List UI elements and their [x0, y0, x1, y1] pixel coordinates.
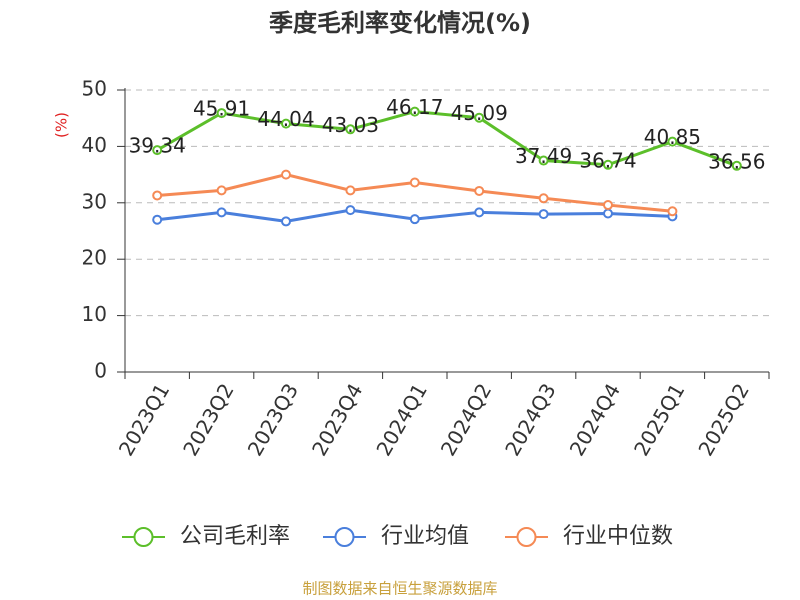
x-tick-label: 2023Q3: [243, 379, 303, 460]
data-label: 36.74: [579, 148, 636, 172]
data-point: [474, 185, 485, 196]
data-point: [538, 209, 549, 220]
data-point: [603, 200, 613, 211]
legend-label: 行业均值: [381, 524, 469, 549]
legend-marker: [334, 527, 355, 547]
legend-label: 公司毛利率: [180, 524, 290, 549]
data-label: 45.09: [451, 101, 508, 125]
data-point: [667, 136, 678, 147]
y-tick-label: 20: [82, 246, 107, 270]
data-point: [731, 160, 742, 171]
y-tick-label: 30: [82, 189, 107, 213]
data-point: [216, 185, 227, 196]
x-tick-label: 2024Q2: [436, 379, 496, 460]
y-tick-label: 40: [82, 133, 107, 157]
x-tick-label: 2023Q4: [307, 379, 367, 460]
y-tick-label: 10: [82, 302, 107, 326]
x-tick-label: 2024Q1: [371, 379, 431, 460]
source: 制图数据来自恒生聚源数据库: [302, 580, 497, 598]
data-point: [538, 193, 549, 204]
data-point: [216, 108, 227, 119]
data-point: [409, 214, 420, 225]
x-tick-label: 2025Q1: [629, 379, 689, 460]
y-tick-label: 50: [82, 77, 107, 101]
data-label: 36.56: [708, 149, 765, 173]
data-point: [345, 205, 356, 216]
data-point: [281, 118, 291, 129]
data-point: [345, 185, 356, 196]
data-point: [152, 214, 163, 225]
x-tick-label: 2024Q3: [500, 379, 560, 460]
data-point: [409, 106, 420, 117]
legend-marker: [516, 527, 537, 547]
data-point: [409, 177, 420, 188]
data-point: [603, 208, 613, 219]
data-point: [152, 190, 163, 201]
series-line: [156, 110, 738, 168]
data-label: 40.85: [644, 125, 701, 149]
y-axis-label: (%): [53, 112, 71, 138]
data-label: 37.49: [515, 144, 572, 168]
data-label: 43.03: [322, 113, 379, 137]
data-label: 44.04: [257, 107, 314, 131]
data-point: [152, 145, 163, 156]
data-point: [538, 155, 549, 166]
chart-title: 季度毛利率变化情况(%): [269, 9, 531, 37]
data-point: [281, 169, 291, 180]
data-point: [281, 216, 291, 227]
data-label: 39.34: [129, 134, 186, 158]
data-point: [667, 206, 678, 217]
x-tick-label: 2025Q2: [693, 379, 753, 460]
data-point: [345, 124, 356, 135]
data-point: [474, 207, 485, 218]
data-label: 46.17: [386, 95, 443, 119]
x-tick-label: 2024Q4: [565, 379, 625, 460]
data-point: [474, 112, 485, 123]
x-tick-label: 2023Q2: [178, 379, 238, 460]
data-point: [216, 207, 227, 218]
legend-label: 行业中位数: [563, 524, 673, 549]
data-point: [603, 159, 613, 170]
data-label: 45.91: [193, 97, 250, 121]
y-tick-label: 0: [94, 359, 107, 383]
x-tick-label: 2023Q1: [114, 379, 174, 460]
legend-marker: [133, 527, 154, 547]
